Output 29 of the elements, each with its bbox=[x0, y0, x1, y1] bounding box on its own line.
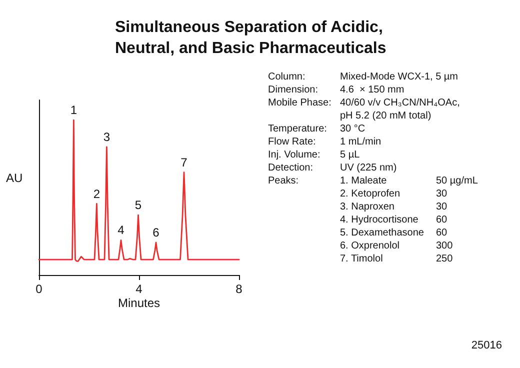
x-tick-label: 8 bbox=[236, 282, 243, 296]
x-tick-label: 4 bbox=[136, 282, 143, 296]
text: Mobile Phase: 40/60 v/v CH₃CN/NH₄OAc, bbox=[268, 98, 460, 108]
text: Detection: UV (225 nm) bbox=[268, 162, 397, 174]
annotation: 6 bbox=[152, 225, 160, 240]
annotation: 1 bbox=[70, 103, 78, 118]
annotation: 2 bbox=[93, 186, 100, 201]
text: 25016 bbox=[471, 340, 502, 352]
text: 4. Hydrocortisone 60 bbox=[340, 214, 448, 226]
text: Inj. Volume: 5 µL bbox=[268, 150, 360, 160]
text: Dimension: 4.6 × 150 mm bbox=[268, 84, 404, 96]
text: 5. Dexamethasone 60 bbox=[340, 228, 448, 238]
annotation: 4 bbox=[118, 223, 125, 238]
text: Column: Mixed-Mode WCX-1, 5 µm bbox=[268, 72, 458, 82]
y-axis-title: AU bbox=[6, 171, 23, 185]
x-tick-label: 0 bbox=[36, 282, 43, 296]
text: 3. Naproxen 30 bbox=[340, 202, 448, 212]
annotation: 5 bbox=[134, 198, 142, 212]
text: Flow Rate: 1 mL/min bbox=[268, 136, 382, 148]
annotation: 3 bbox=[103, 130, 110, 144]
chart-title: Simultaneous Separation of Acidic, Neutral, and Basic Pharmaceuticals bbox=[115, 19, 388, 57]
text: pH 5.2 (20 mM total) bbox=[340, 110, 432, 122]
text: 7. Timolol 250 bbox=[340, 254, 453, 264]
text: 6. Oxprenolol 300 bbox=[340, 240, 453, 252]
text: Peaks: 1. Maleate 50 µg/mL bbox=[268, 176, 478, 186]
x-axis-title: Minutes bbox=[118, 296, 160, 310]
annotation: 7 bbox=[180, 155, 188, 170]
text: Temperature: 30 °C bbox=[268, 124, 366, 134]
text: 2. Ketoprofen 30 bbox=[340, 188, 448, 200]
